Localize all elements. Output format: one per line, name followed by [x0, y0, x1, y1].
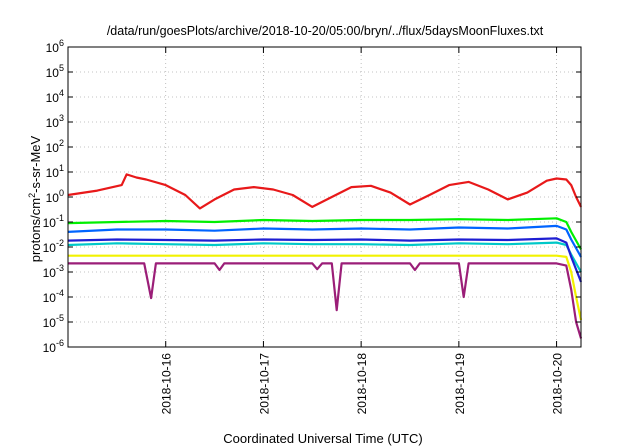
y-axis-ticks: 10-610-510-410-310-210-11001011021031041… [43, 38, 581, 355]
y-tick-label-base: 10 [46, 66, 60, 80]
y-tick-label-exp: -2 [56, 238, 64, 248]
y-tick-label-base: 10 [46, 116, 60, 130]
y-tick-label-exp: 5 [59, 63, 64, 73]
y-tick-label: 100 [46, 188, 64, 205]
series-line-6 [68, 254, 583, 321]
y-tick-label-exp: 1 [59, 163, 64, 173]
series-line-3 [67, 224, 582, 258]
y-tick-label: 10-2 [43, 238, 64, 255]
series-lines [67, 173, 583, 339]
y-tick-label: 10-3 [43, 263, 64, 280]
y-tick-label: 105 [46, 63, 64, 80]
y-tick-label-exp: -1 [56, 213, 64, 223]
y-tick-label-exp: 4 [59, 88, 64, 98]
y-tick-label-base: 10 [43, 291, 57, 305]
y-tick-label: 102 [46, 138, 64, 155]
series-line-2 [67, 217, 582, 250]
y-tick-label: 101 [46, 163, 64, 180]
y-tick-label: 10-1 [43, 213, 64, 230]
y-tick-label: 10-6 [43, 338, 64, 355]
y-tick-label-base: 10 [46, 141, 60, 155]
y-axis-title-sup: 2 [27, 193, 37, 198]
y-tick-label-exp: 0 [59, 188, 64, 198]
series-line-4 [67, 241, 582, 273]
x-tick-label: 2018-10-20 [551, 353, 565, 415]
y-tick-label-exp: -4 [56, 288, 64, 298]
y-tick-label: 104 [46, 88, 64, 105]
y-tick-label-base: 10 [43, 341, 57, 355]
y-tick-label-base: 10 [43, 241, 57, 255]
y-tick-label-base: 10 [46, 91, 60, 105]
y-tick-label: 103 [46, 113, 64, 130]
y-tick-label-base: 10 [46, 191, 60, 205]
y-tick-label-base: 10 [46, 41, 60, 55]
y-tick-label-exp: 2 [59, 138, 64, 148]
x-axis-title: Coordinated Universal Time (UTC) [223, 431, 422, 446]
chart-title: /data/run/goesPlots/archive/2018-10-20/0… [107, 24, 544, 38]
y-tick-label: 106 [46, 38, 64, 55]
y-tick-label: 10-4 [43, 288, 64, 305]
series-line-1 [67, 173, 582, 210]
y-axis-title: protons/cm2-s-sr-MeV [27, 135, 43, 262]
y-tick-label-exp: -3 [56, 263, 64, 273]
y-tick-label-exp: -6 [56, 338, 64, 348]
series-line-7 [68, 262, 583, 339]
y-tick-label: 10-5 [43, 313, 64, 330]
y-tick-label-exp: -5 [56, 313, 64, 323]
y-tick-label-base: 10 [43, 216, 57, 230]
y-tick-label-exp: 6 [59, 38, 64, 48]
y-axis-title-rest: -s-sr-MeV [28, 135, 43, 192]
y-axis-title-base: protons/cm [28, 198, 43, 262]
y-tick-label-base: 10 [46, 166, 60, 180]
y-tick-label-base: 10 [43, 316, 57, 330]
x-tick-label: 2018-10-17 [257, 353, 271, 415]
x-axis-ticks: 2018-10-16 2018-10-17 2018-10-18 2018-10-19… [160, 47, 565, 414]
x-tick-label: 2018-10-19 [453, 353, 467, 415]
grid-lines [68, 47, 581, 347]
series-line-5 [67, 237, 583, 283]
y-tick-label-exp: 3 [59, 113, 64, 123]
y-tick-label-base: 10 [43, 266, 57, 280]
x-tick-label: 2018-10-16 [160, 353, 174, 415]
x-tick-label: 2018-10-18 [355, 353, 369, 415]
